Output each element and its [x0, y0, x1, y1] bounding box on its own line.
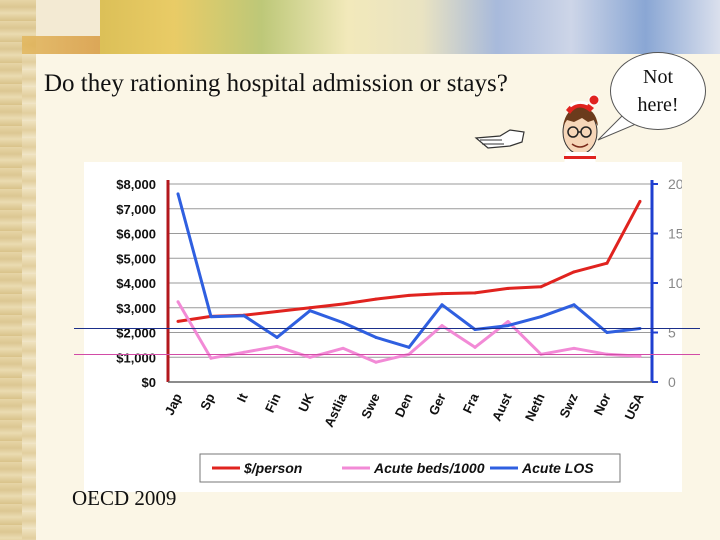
speech-bubble: Not here!	[610, 52, 706, 130]
data-point	[374, 335, 378, 339]
data-point	[407, 345, 411, 349]
data-point	[506, 324, 510, 328]
x-axis-tick-label: Astlia	[321, 390, 350, 429]
x-axis-tick-label: Den	[392, 391, 416, 420]
right-axis-tick-label: 0	[668, 374, 676, 390]
decorative-banner-left	[22, 36, 100, 54]
data-point	[341, 321, 345, 325]
speech-bubble-line1: Not	[643, 66, 673, 88]
data-point	[242, 314, 246, 318]
data-point	[572, 270, 576, 274]
x-axis-tick-label: Fin	[262, 391, 284, 415]
line-chart: $0 $1,000 $2,000 $3,000 $4,000 $5,000 $6,000 $7…	[116, 176, 682, 483]
speech-bubble-line2: here!	[637, 94, 679, 116]
legend-label: Acute LOS	[521, 460, 594, 476]
decorative-banner	[100, 0, 720, 54]
data-point	[275, 309, 279, 313]
data-point	[176, 192, 180, 196]
right-axis-tick-label: 20	[668, 176, 682, 192]
left-axis-tick-label: $3,000	[116, 301, 156, 316]
series-line-acute-los	[176, 193, 641, 349]
x-axis-tick-label: Fra	[460, 390, 482, 415]
data-point	[638, 199, 642, 203]
left-axis-tick-label: $5,000	[116, 251, 156, 266]
data-point	[440, 292, 444, 296]
data-point	[275, 335, 279, 339]
left-axis-tick-label: $6,000	[116, 227, 156, 242]
data-point	[605, 331, 609, 334]
x-axis-tick-label: Ger	[426, 391, 449, 418]
pink-rule-line	[74, 354, 700, 355]
data-point	[275, 344, 279, 348]
right-axis-tick-label: 10	[668, 275, 682, 291]
x-axis-tick-label: Swz	[556, 390, 580, 420]
data-point	[572, 303, 576, 307]
data-point	[539, 285, 543, 289]
data-point	[374, 360, 378, 364]
data-point	[638, 354, 642, 358]
data-point	[473, 345, 477, 349]
data-point	[440, 324, 444, 328]
data-point	[539, 315, 543, 319]
source-footer: OECD 2009	[72, 486, 177, 510]
left-axis-tick-label: $1,000	[116, 350, 156, 365]
data-point	[506, 286, 510, 290]
data-point	[341, 302, 345, 306]
data-point	[209, 315, 213, 319]
left-axis-tick-label: $7,000	[116, 202, 156, 217]
data-point	[176, 319, 180, 323]
right-axis-tick-label: 5	[668, 325, 676, 341]
data-point	[308, 306, 312, 310]
data-point	[473, 291, 477, 295]
data-point	[176, 300, 180, 304]
blue-rule-line	[74, 328, 700, 329]
series-line--person	[177, 200, 642, 323]
x-axis-tick-label: UK	[295, 390, 317, 414]
x-axis-tick-label: USA	[622, 390, 647, 422]
data-point	[506, 320, 510, 324]
left-axis-tick-label: $0	[142, 375, 156, 390]
legend-label: Acute beds/1000	[373, 460, 485, 476]
parchment-strip-inner	[22, 36, 36, 540]
x-axis-tick-label: Neth	[522, 391, 548, 424]
x-axis-tick-label: It	[234, 390, 251, 404]
slide-title: Do they rationing hospital admission or …	[44, 70, 508, 97]
data-point	[308, 309, 312, 313]
left-axis-tick-label: $2,000	[116, 326, 156, 341]
data-point	[407, 293, 411, 297]
x-axis-tick-label: Aust	[489, 390, 515, 423]
x-axis-tick-label: Jap	[162, 391, 185, 418]
legend-box	[199, 453, 621, 483]
data-point	[209, 356, 213, 360]
data-point	[374, 297, 378, 301]
left-axis-tick-label: $8,000	[116, 177, 156, 192]
legend-label: $/person	[243, 460, 302, 476]
x-axis-tick-label: Swe	[358, 391, 383, 421]
data-point	[440, 303, 444, 307]
x-axis-tick-label: Sp	[197, 391, 218, 412]
waldo-illustration	[474, 94, 600, 164]
data-point	[572, 346, 576, 350]
x-axis-tick-label: Nor	[591, 391, 614, 418]
data-point	[605, 261, 609, 265]
data-point	[242, 350, 246, 354]
data-point	[308, 355, 312, 359]
data-point	[341, 346, 345, 350]
left-axis-tick-label: $4,000	[116, 276, 156, 291]
right-axis-tick-label: 15	[668, 226, 682, 242]
